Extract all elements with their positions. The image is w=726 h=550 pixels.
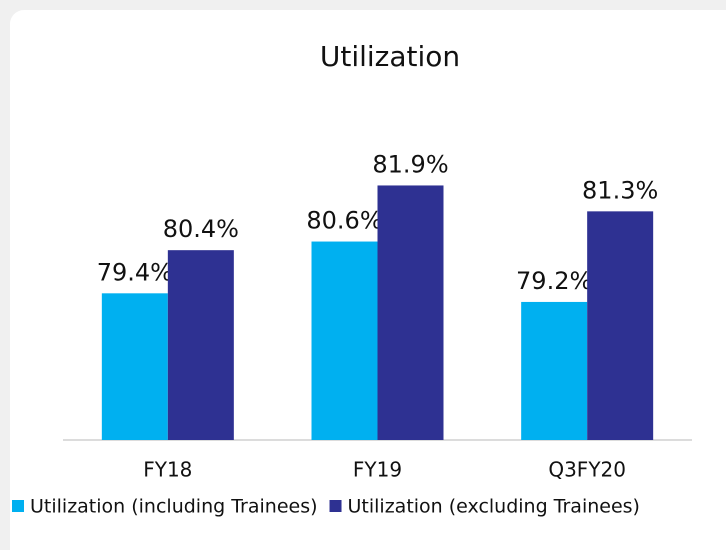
bar (101, 293, 168, 440)
bar (311, 241, 378, 440)
legend-label: Utilization (excluding Trainees) (348, 496, 640, 518)
data-label: 81.9% (372, 150, 448, 178)
bar (521, 301, 588, 440)
chart-title: Utilization (320, 40, 460, 73)
legend-swatch (12, 500, 24, 512)
x-tick-label: Q3FY20 (548, 458, 626, 482)
data-label: 79.4% (97, 258, 173, 286)
data-label: 81.3% (582, 176, 658, 204)
data-label: 79.2% (516, 267, 592, 295)
data-label: 80.6% (306, 207, 382, 235)
bar (377, 185, 444, 440)
bar (587, 211, 654, 440)
data-label: 80.4% (163, 215, 239, 243)
x-tick-label: FY19 (353, 458, 402, 482)
bar (167, 250, 234, 440)
legend-swatch (329, 500, 342, 512)
x-tick-label: FY18 (143, 458, 192, 482)
legend-label: Utilization (including Trainees) (30, 496, 318, 518)
